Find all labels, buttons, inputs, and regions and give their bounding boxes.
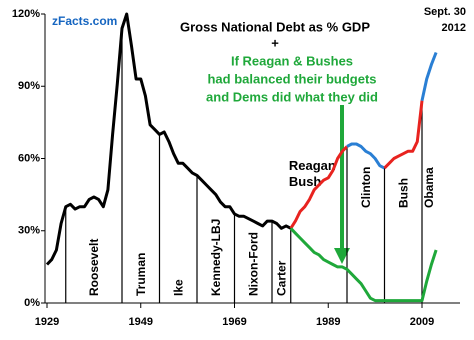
series-line xyxy=(420,51,438,102)
series-line xyxy=(383,100,424,170)
series-line xyxy=(346,142,386,170)
y-tick-label: 30% xyxy=(18,225,40,237)
era-label: Roosevelt xyxy=(87,239,101,296)
era-label: Nixon-Ford xyxy=(246,232,260,296)
date-note: 2012 xyxy=(442,22,466,34)
x-tick-label: 2009 xyxy=(410,316,434,328)
arrow-head xyxy=(334,248,350,264)
y-tick-label: 120% xyxy=(12,8,40,20)
x-tick-label: 1949 xyxy=(129,316,153,328)
series-line xyxy=(45,12,292,266)
source: zFacts.com xyxy=(52,14,117,28)
date-note: Sept. 30 xyxy=(424,6,466,18)
x-tick-label: 1929 xyxy=(35,316,59,328)
chart-title: Gross National Debt as % GDP xyxy=(180,19,370,34)
y-tick-label: 0% xyxy=(24,297,40,309)
annotation: If Reagan & Bushes xyxy=(231,53,353,68)
series-line xyxy=(289,145,349,230)
series-line xyxy=(289,227,438,303)
era-label: Reagan Bush xyxy=(288,158,336,189)
chart-subtitle: + xyxy=(271,35,279,50)
era-label: Kennedy-LBJ xyxy=(209,219,223,296)
y-tick-label: 60% xyxy=(18,152,40,164)
era-label: Ike xyxy=(171,279,185,296)
annotation: and Dems did what they did xyxy=(206,89,378,104)
era-label: Clinton xyxy=(359,167,373,208)
era-label-box: Reagan Bush xyxy=(288,158,336,189)
era-label: Bush xyxy=(396,178,410,208)
era-label: Truman xyxy=(134,253,148,296)
era-label: Obama xyxy=(422,167,436,208)
x-tick-label: 1989 xyxy=(316,316,340,328)
x-tick-label: 1969 xyxy=(222,316,246,328)
annotation: had balanced their budgets xyxy=(207,71,376,86)
y-tick-label: 90% xyxy=(18,80,40,92)
era-label: Carter xyxy=(275,260,289,296)
